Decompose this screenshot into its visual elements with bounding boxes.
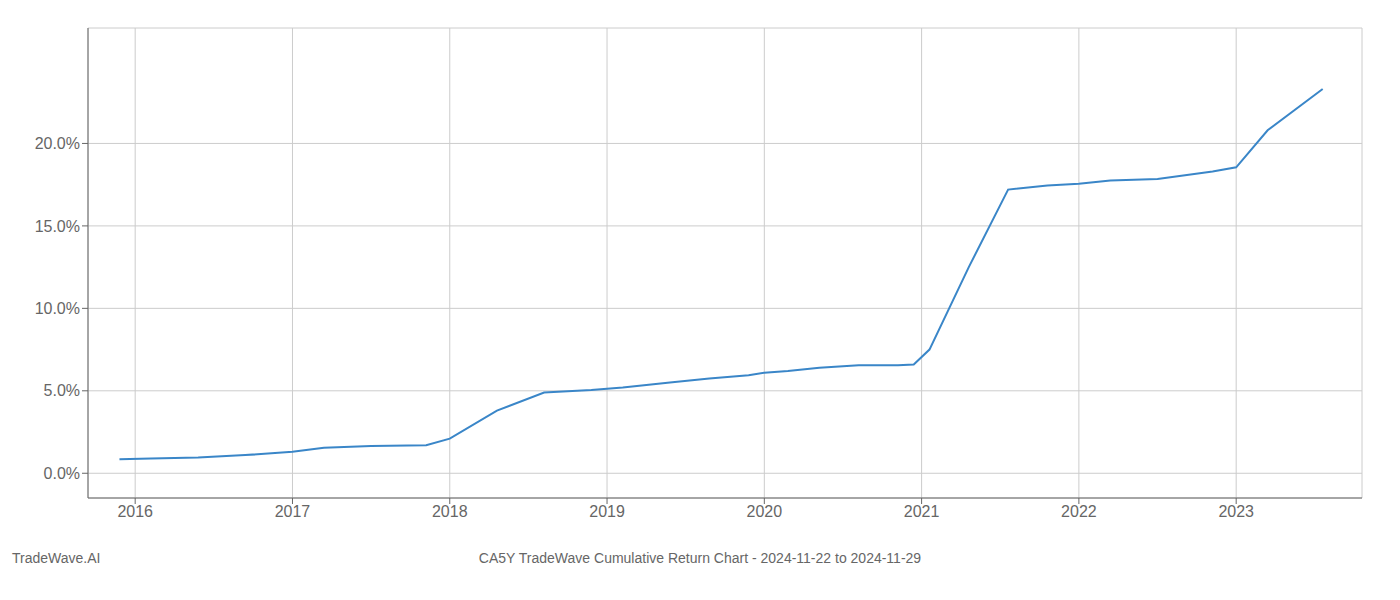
svg-text:15.0%: 15.0% — [35, 218, 80, 235]
svg-text:2018: 2018 — [432, 503, 468, 520]
svg-text:2019: 2019 — [589, 503, 625, 520]
svg-text:5.0%: 5.0% — [44, 382, 80, 399]
svg-text:2017: 2017 — [275, 503, 311, 520]
svg-text:10.0%: 10.0% — [35, 300, 80, 317]
svg-text:2021: 2021 — [904, 503, 940, 520]
svg-text:20.0%: 20.0% — [35, 135, 80, 152]
svg-text:2023: 2023 — [1218, 503, 1254, 520]
svg-text:2022: 2022 — [1061, 503, 1097, 520]
html-text:TradeWave.AI: TradeWave.AI — [12, 550, 101, 566]
html-text:CA5Y TradeWave Cumulative Retu: CA5Y TradeWave Cumulative Return Chart -… — [478, 550, 922, 566]
svg-text:0.0%: 0.0% — [44, 465, 80, 482]
svg-text:2016: 2016 — [117, 503, 153, 520]
svg-text:2020: 2020 — [747, 503, 783, 520]
